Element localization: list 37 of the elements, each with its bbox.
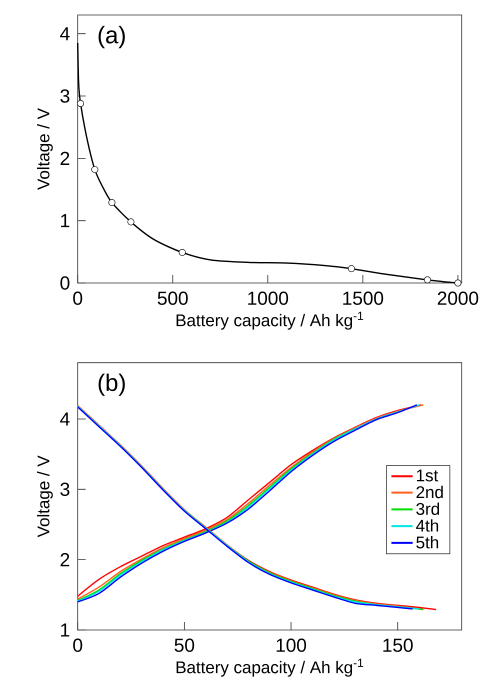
x-tick-label: 0	[73, 292, 82, 305]
y-tick-label: 2	[60, 152, 70, 165]
y-tick-label: 1	[61, 623, 70, 637]
x-tick-label: 1500	[343, 292, 384, 305]
x-tick-label: 500	[158, 292, 188, 305]
x-axis-title: Battery capacity / Ah kg$^{-1}$	[176, 658, 364, 677]
point	[424, 276, 431, 284]
y-tick-label: 4	[60, 412, 70, 426]
y-tick-label: 1	[61, 214, 70, 228]
x-tick-label: 100	[276, 638, 306, 652]
point	[127, 218, 134, 226]
legend-label: 4th	[416, 519, 438, 532]
point	[348, 265, 355, 272]
point	[108, 199, 116, 206]
y-axis-title: Voltage / V	[37, 455, 53, 538]
y-axis-title: Voltage / V	[37, 108, 53, 190]
x-tick-label: 0	[73, 638, 82, 652]
y-tick-label: 0	[60, 276, 70, 290]
x-axis-title: Battery capacity / Ah kg$^{-1}$	[176, 312, 364, 330]
y-tick-label: 4	[60, 27, 70, 40]
x-tick-label: 1000	[248, 292, 288, 305]
x-tick-label: 2000	[438, 292, 478, 305]
y-tick-label: 3	[60, 482, 70, 496]
y-tick-label: 3	[60, 89, 70, 103]
point	[91, 166, 98, 174]
annotation: (a)	[98, 26, 125, 48]
legend-label: 1st	[416, 470, 438, 482]
annotation: (b)	[98, 374, 125, 396]
legend-label: 2nd	[416, 486, 443, 498]
legend-label: 5th	[416, 536, 438, 548]
point	[454, 280, 462, 286]
point	[77, 100, 84, 107]
y-tick-label: 2	[60, 553, 70, 566]
x-tick-label: 150	[383, 638, 413, 652]
point	[178, 248, 186, 256]
legend-label: 3rd	[416, 502, 440, 515]
x-tick-label: 50	[174, 638, 194, 652]
